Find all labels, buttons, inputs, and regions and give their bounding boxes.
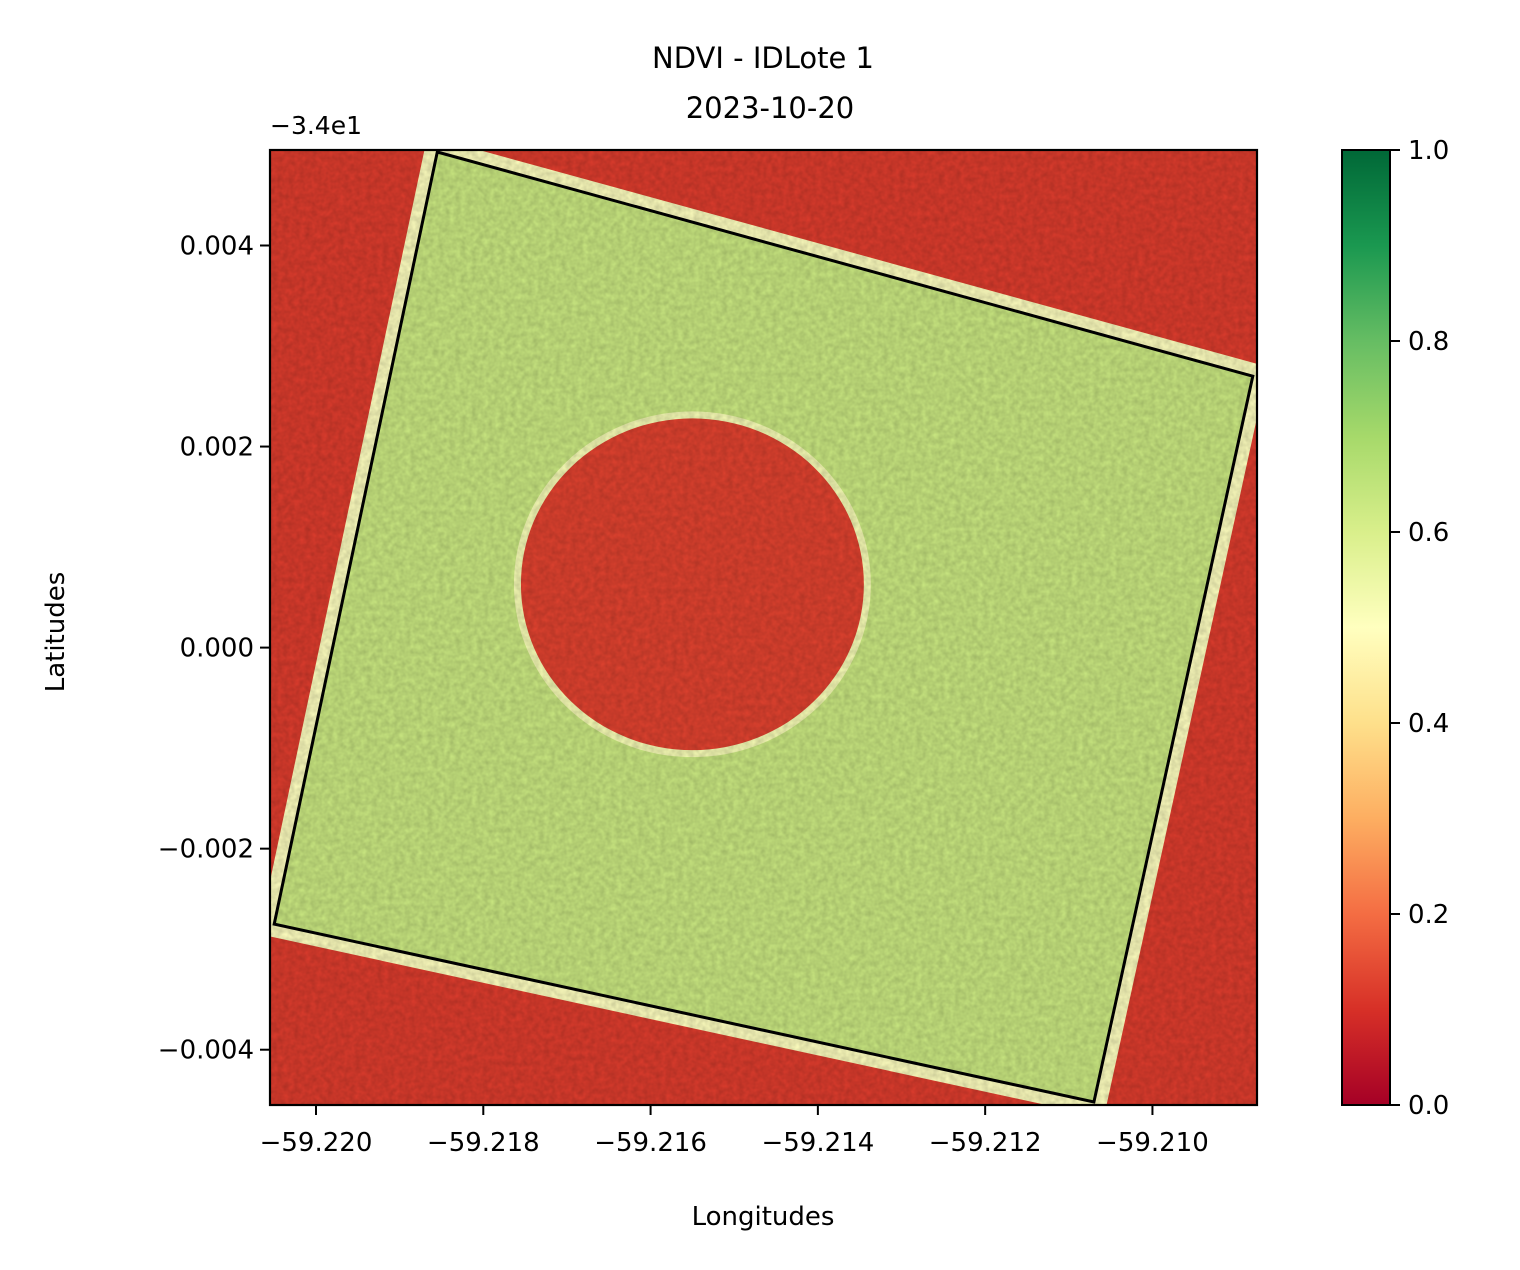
chart-subtitle: 2023-10-20 xyxy=(686,91,855,125)
x-axis-label: Longitudes xyxy=(692,1202,835,1232)
y-axis-label: Latitudes xyxy=(41,572,71,693)
colorbar-tick-label: 0.6 xyxy=(1408,518,1449,548)
field-boundary xyxy=(272,150,1255,1104)
x-tick-label: −59.218 xyxy=(427,1128,540,1158)
chart-title: NDVI - IDLote 1 xyxy=(652,41,874,75)
y-offset-label: −3.4e1 xyxy=(270,111,362,140)
colorbar-tick-label: 0.2 xyxy=(1408,900,1449,930)
colorbar-tick-label: 0.8 xyxy=(1408,327,1449,357)
pixel-texture xyxy=(270,150,1257,1105)
x-tick-label: −59.210 xyxy=(1096,1128,1209,1158)
colorbar: 0.0 0.2 0.4 0.6 0.8 1.0 xyxy=(1341,136,1449,1121)
x-tick-label: −59.214 xyxy=(761,1128,874,1158)
y-axis: −0.004 −0.002 0.000 0.002 0.004 xyxy=(158,232,270,1066)
colorbar-tick-label: 0.4 xyxy=(1408,709,1449,739)
y-tick-label: −0.004 xyxy=(158,1036,254,1066)
colorbar-tick-label: 1.0 xyxy=(1408,136,1449,166)
y-tick-label: −0.002 xyxy=(158,835,254,865)
plot-frame xyxy=(268,148,1259,1107)
colorbar-ticks: 0.0 0.2 0.4 0.6 0.8 1.0 xyxy=(1390,136,1449,1121)
colorbar-tick-label: 0.0 xyxy=(1408,1091,1449,1121)
y-tick-label: 0.004 xyxy=(180,232,254,262)
x-tick-label: −59.212 xyxy=(929,1128,1042,1158)
x-axis: −59.220 −59.218 −59.216 −59.214 −59.212 −59.2… xyxy=(260,1105,1209,1158)
colorbar-gradient xyxy=(1341,149,1391,1106)
y-tick-label: 0.002 xyxy=(180,433,254,463)
y-tick-label: 0.000 xyxy=(180,634,254,664)
x-tick-label: −59.216 xyxy=(594,1128,707,1158)
x-tick-label: −59.220 xyxy=(260,1128,373,1158)
ndvi-heatmap xyxy=(270,150,1257,1105)
